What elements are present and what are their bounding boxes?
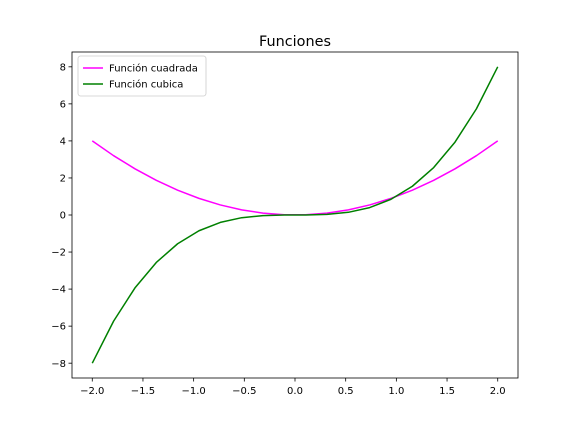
y-tick-label: −6 bbox=[51, 322, 66, 333]
y-tick-label: 2 bbox=[60, 174, 66, 185]
x-axis: −2.0 −1.5 −1.0 −0.5 0.0 0.5 1.0 1.5 2.0 bbox=[80, 378, 506, 397]
x-tick-label: −2.0 bbox=[80, 386, 104, 397]
x-tick-label: 1.0 bbox=[388, 386, 404, 397]
y-tick-label: 0 bbox=[60, 211, 66, 222]
x-tick-label: −1.5 bbox=[131, 386, 155, 397]
x-tick-label: 0.0 bbox=[287, 386, 303, 397]
y-tick-label: −8 bbox=[51, 359, 66, 370]
y-tick-label: 4 bbox=[60, 137, 66, 148]
x-tick-label: 1.5 bbox=[439, 386, 455, 397]
legend-label-2: Función cubica bbox=[109, 79, 183, 91]
y-tick-label: 6 bbox=[60, 99, 66, 110]
chart-title: Funciones bbox=[259, 34, 331, 50]
x-tick-label: −0.5 bbox=[232, 386, 256, 397]
legend-label-1: Función cuadrada bbox=[109, 63, 198, 75]
y-tick-label: −2 bbox=[51, 248, 66, 259]
y-axis: −8 −6 −4 −2 0 2 4 6 8 bbox=[51, 62, 72, 370]
legend: Función cuadrada Función cubica bbox=[77, 55, 207, 97]
plot-lines bbox=[91, 66, 499, 364]
series-line-2 bbox=[91, 66, 499, 364]
x-tick-label: −1.0 bbox=[181, 386, 205, 397]
y-tick-label: −4 bbox=[51, 285, 66, 296]
x-tick-label: 0.5 bbox=[338, 386, 354, 397]
x-tick-label: 2.0 bbox=[490, 386, 506, 397]
y-tick-label: 8 bbox=[60, 62, 66, 73]
legend-box bbox=[77, 55, 207, 97]
